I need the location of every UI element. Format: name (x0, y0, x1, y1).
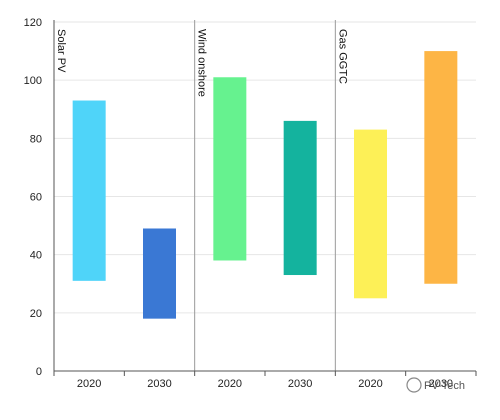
group-separators (194, 20, 336, 371)
x-tick-label: 2020 (77, 378, 101, 390)
y-tick-label: 20 (30, 308, 42, 320)
y-tick-label: 40 (30, 250, 42, 262)
bars (72, 51, 458, 319)
group-label: Gas GGTC (336, 29, 348, 84)
range-bar (424, 51, 458, 284)
x-tick-label: 2030 (147, 378, 171, 390)
range-bar (354, 129, 387, 299)
range-bar (283, 120, 317, 276)
x-tick-label: 2030 (288, 378, 312, 390)
group-label: Wind onshore (196, 29, 208, 97)
range-bar (213, 77, 247, 261)
x-tick-label: 2020 (218, 378, 242, 390)
grid-lines (54, 21, 476, 314)
x-tick-label: 2020 (358, 378, 382, 390)
y-tick-label: 0 (36, 366, 42, 378)
range-bar (72, 100, 106, 281)
y-tick-label: 100 (24, 75, 42, 87)
group-label: Solar PV (55, 29, 67, 73)
axes (53, 20, 477, 376)
watermark: PV-Tech (406, 377, 465, 393)
x-tick-label: 2030 (429, 378, 453, 390)
labels: 0 20 40 60 80 100 120 Solar PV 2020 2030 Wind onsh… (24, 17, 453, 390)
watermark-brand: PV-Tech (424, 380, 465, 392)
y-tick-label: 60 (30, 192, 42, 204)
watermark-logo-icon (406, 377, 422, 393)
y-tick-label: 120 (24, 17, 42, 29)
y-tick-label: 80 (30, 133, 42, 145)
range-bar (143, 228, 176, 319)
